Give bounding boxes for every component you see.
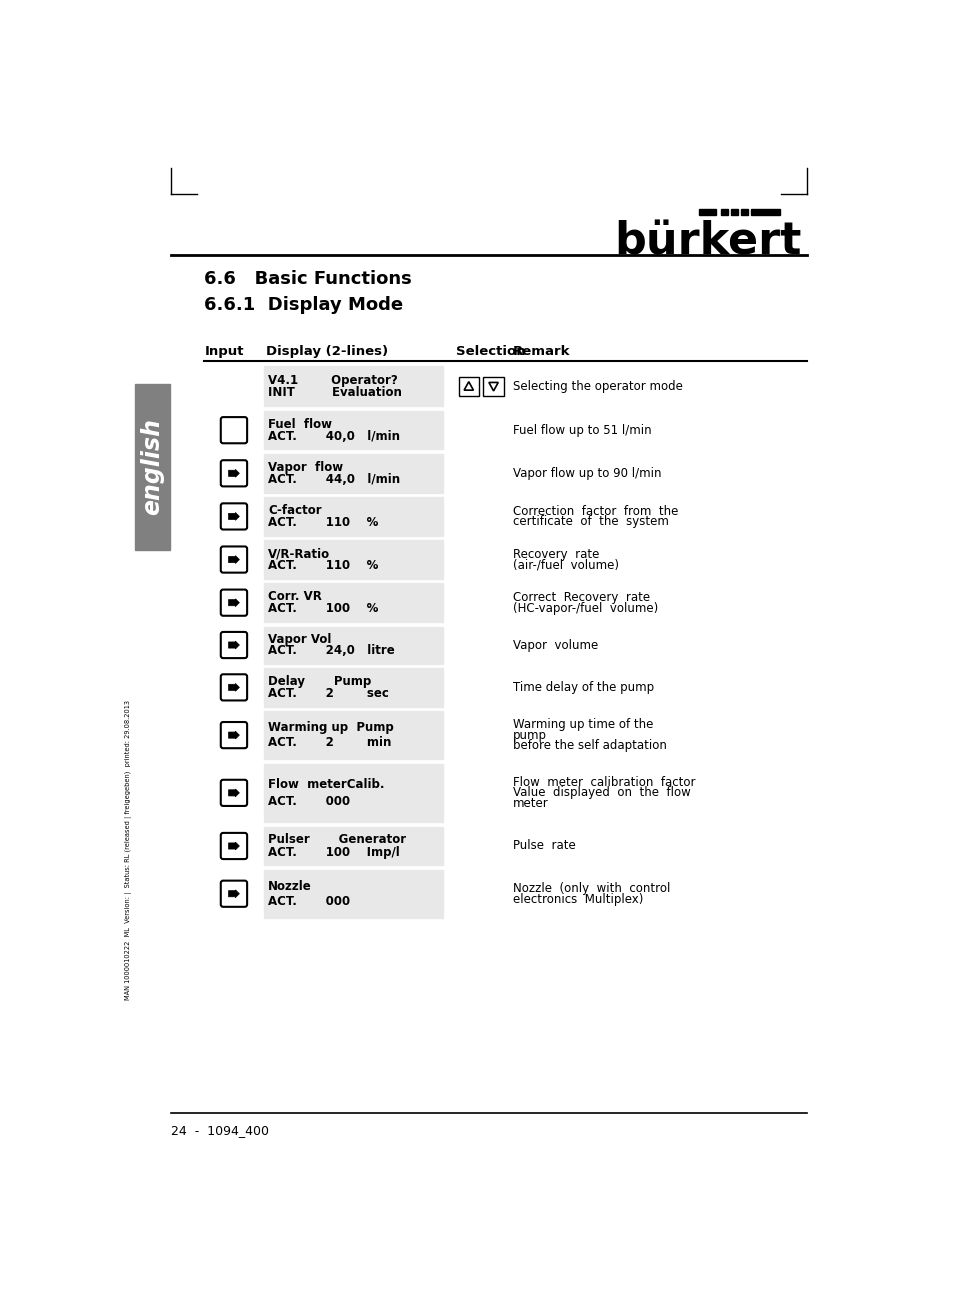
- Text: Value  displayed  on  the  flow: Value displayed on the flow: [513, 787, 690, 800]
- Bar: [264, 410, 443, 450]
- Text: ACT.       40,0   l/min: ACT. 40,0 l/min: [268, 430, 399, 443]
- FancyBboxPatch shape: [458, 376, 478, 396]
- Polygon shape: [229, 512, 239, 520]
- Text: Display (2-lines): Display (2-lines): [266, 345, 388, 358]
- Bar: [720, 209, 727, 214]
- FancyBboxPatch shape: [220, 460, 247, 486]
- FancyBboxPatch shape: [220, 780, 247, 806]
- Polygon shape: [229, 890, 239, 898]
- Polygon shape: [229, 642, 239, 648]
- Text: Warming up  Pump: Warming up Pump: [268, 721, 394, 735]
- Text: Remark: Remark: [513, 345, 570, 358]
- Text: Selection: Selection: [456, 345, 525, 358]
- Text: ACT.       110    %: ACT. 110 %: [268, 516, 378, 529]
- Text: Input: Input: [204, 345, 244, 358]
- Bar: [730, 209, 737, 214]
- Text: Correction  factor  from  the: Correction factor from the: [513, 505, 678, 518]
- Text: bürkert: bürkert: [613, 220, 801, 263]
- Text: Vapor Vol: Vapor Vol: [268, 633, 331, 646]
- Bar: [264, 497, 443, 536]
- Text: pump: pump: [513, 728, 546, 741]
- Text: Selecting the operator mode: Selecting the operator mode: [513, 380, 682, 393]
- Polygon shape: [229, 555, 239, 563]
- Text: Recovery  rate: Recovery rate: [513, 548, 598, 561]
- Bar: [134, 384, 170, 549]
- FancyBboxPatch shape: [220, 674, 247, 701]
- Text: ACT.       2        min: ACT. 2 min: [268, 736, 391, 749]
- Bar: [264, 366, 443, 406]
- Text: ACT.       110    %: ACT. 110 %: [268, 559, 378, 572]
- FancyBboxPatch shape: [220, 417, 247, 443]
- Text: certificate  of  the  system: certificate of the system: [513, 515, 668, 528]
- Bar: [264, 454, 443, 493]
- Text: V4.1        Operator?: V4.1 Operator?: [268, 374, 397, 387]
- FancyBboxPatch shape: [483, 376, 503, 396]
- Polygon shape: [229, 789, 239, 797]
- Text: Time delay of the pump: Time delay of the pump: [513, 681, 654, 694]
- Text: MAN 1000010222  ML  Version: |  Status: RL (released | freigegeben)  printed: 29: MAN 1000010222 ML Version: | Status: RL …: [125, 699, 132, 1000]
- FancyBboxPatch shape: [220, 631, 247, 659]
- Text: english: english: [140, 418, 164, 515]
- Text: Nozzle: Nozzle: [268, 880, 312, 893]
- Bar: [740, 209, 747, 214]
- Text: Vapor  volume: Vapor volume: [513, 639, 598, 651]
- Text: ACT.       000: ACT. 000: [268, 795, 350, 808]
- Text: ACT.       24,0   litre: ACT. 24,0 litre: [268, 644, 395, 657]
- Bar: [264, 540, 443, 579]
- FancyBboxPatch shape: [220, 881, 247, 907]
- FancyBboxPatch shape: [220, 546, 247, 572]
- Polygon shape: [229, 599, 239, 606]
- Bar: [264, 626, 443, 664]
- Text: ACT.       100    Imp/l: ACT. 100 Imp/l: [268, 846, 399, 859]
- Text: Fuel flow up to 51 l/min: Fuel flow up to 51 l/min: [513, 423, 651, 437]
- Bar: [264, 870, 443, 918]
- Text: 6.6.1  Display Mode: 6.6.1 Display Mode: [204, 295, 403, 314]
- Text: ACT.       44,0   l/min: ACT. 44,0 l/min: [268, 473, 399, 486]
- Polygon shape: [229, 684, 239, 691]
- FancyBboxPatch shape: [220, 721, 247, 748]
- Text: C-factor: C-factor: [268, 505, 321, 516]
- Text: Pulse  rate: Pulse rate: [513, 839, 575, 852]
- Text: ACT.       2        sec: ACT. 2 sec: [268, 687, 389, 701]
- Bar: [264, 711, 443, 759]
- Text: (HC-vapor-/fuel  volume): (HC-vapor-/fuel volume): [513, 601, 658, 614]
- Text: (air-/fuel  volume): (air-/fuel volume): [513, 558, 618, 571]
- Text: electronics  Multiplex): electronics Multiplex): [513, 893, 642, 906]
- Polygon shape: [229, 731, 239, 738]
- Text: meter: meter: [513, 797, 548, 810]
- Text: Pulser       Generator: Pulser Generator: [268, 834, 406, 847]
- Text: 24  -  1094_400: 24 - 1094_400: [171, 1124, 269, 1137]
- Text: Nozzle  (only  with  control: Nozzle (only with control: [513, 882, 670, 895]
- Bar: [264, 763, 443, 822]
- Text: ACT.       000: ACT. 000: [268, 894, 350, 907]
- Text: before the self adaptation: before the self adaptation: [513, 740, 666, 753]
- Bar: [750, 209, 780, 214]
- Text: Fuel  flow: Fuel flow: [268, 418, 332, 430]
- FancyBboxPatch shape: [220, 503, 247, 529]
- Text: 6.6   Basic Functions: 6.6 Basic Functions: [204, 269, 412, 288]
- Text: INIT         Evaluation: INIT Evaluation: [268, 386, 401, 399]
- Bar: [699, 209, 716, 214]
- Bar: [264, 668, 443, 707]
- Text: V/R-Ratio: V/R-Ratio: [268, 548, 330, 559]
- Text: Flow  meterCalib.: Flow meterCalib.: [268, 778, 384, 791]
- Text: Vapor  flow: Vapor flow: [268, 461, 343, 473]
- FancyBboxPatch shape: [220, 833, 247, 859]
- FancyBboxPatch shape: [220, 589, 247, 616]
- Polygon shape: [229, 842, 239, 850]
- Text: Correct  Recovery  rate: Correct Recovery rate: [513, 591, 649, 604]
- Text: ACT.       100    %: ACT. 100 %: [268, 603, 378, 616]
- Text: Vapor flow up to 90 l/min: Vapor flow up to 90 l/min: [513, 467, 660, 480]
- Bar: [264, 583, 443, 622]
- Text: Flow  meter  calibration  factor: Flow meter calibration factor: [513, 775, 695, 788]
- Text: Warming up time of the: Warming up time of the: [513, 718, 653, 731]
- Polygon shape: [229, 469, 239, 477]
- Text: Delay       Pump: Delay Pump: [268, 674, 371, 687]
- Bar: [264, 827, 443, 865]
- Text: Corr. VR: Corr. VR: [268, 591, 321, 603]
